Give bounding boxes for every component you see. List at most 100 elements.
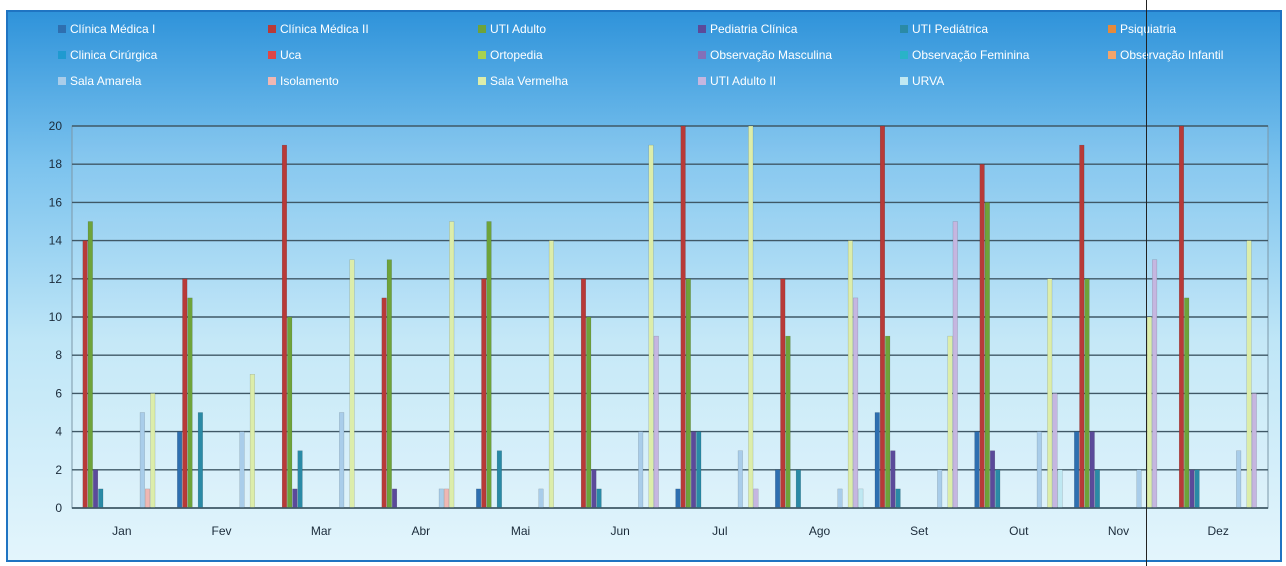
bar-clinica-medica-i-nov	[1074, 431, 1080, 509]
bar-sala-vermelha-nov	[1146, 316, 1152, 509]
x-tick-label: Mai	[511, 524, 530, 538]
bar-sala-amarela-out	[1036, 431, 1042, 509]
bar-pediatria-clinica-jun	[591, 469, 597, 509]
bar-clinica-medica-i-out	[974, 431, 980, 509]
y-tick-label: 8	[55, 348, 62, 362]
bar-uti-pediatrica-mar	[297, 450, 303, 509]
bar-sala-amarela-set	[937, 469, 943, 509]
legend: Clínica Médica I Clínica Médica II UTI Adu…	[58, 22, 1223, 88]
bar-uti-pediatrica-ago	[795, 469, 801, 509]
bar-uti-pediatrica-nov	[1094, 469, 1100, 509]
bar-uti-adulto-out	[984, 202, 990, 509]
bar-uti-adulto-mar	[287, 316, 293, 509]
x-tick-label: Mar	[311, 524, 332, 538]
bar-sala-amarela-nov	[1136, 469, 1142, 509]
y-tick-label: 14	[49, 234, 63, 248]
bar-clinica-medica-ii-mar	[281, 144, 287, 509]
bar-clinica-medica-ii-nov	[1079, 144, 1085, 509]
legend-item-ortopedia: Ortopedia	[478, 48, 543, 62]
legend-swatch	[478, 77, 486, 85]
bar-uti-pediatrica-set	[895, 488, 901, 509]
legend-label: Clínica Médica II	[280, 22, 369, 36]
legend-item-clinica-medica-i: Clínica Médica I	[58, 22, 155, 36]
bar-sala-amarela-dez	[1236, 450, 1242, 509]
legend-label: Sala Vermelha	[490, 74, 568, 88]
legend-item-uti-pediatrica: UTI Pediátrica	[900, 22, 988, 36]
legend-label: UTI Pediátrica	[912, 22, 988, 36]
bar-uti-adulto-dez	[1184, 297, 1190, 509]
y-tick-label: 10	[49, 310, 63, 324]
bar-uti-pediatrica-dez	[1194, 469, 1200, 509]
bar-clinica-medica-ii-abr	[381, 297, 387, 509]
bar-sala-amarela-abr	[438, 488, 444, 509]
legend-swatch	[58, 51, 66, 59]
bar-uti-adulto-abr	[386, 259, 392, 509]
bar-uti-pediatrica-jan	[98, 488, 104, 509]
legend-label: Pediatria Clínica	[710, 22, 798, 36]
legend-label: Observação Masculina	[710, 48, 832, 62]
bar-sala-vermelha-fev	[249, 374, 255, 509]
x-tick-label: Jul	[712, 524, 727, 538]
bar-clinica-medica-ii-ago	[780, 278, 786, 509]
legend-label: Uca	[280, 48, 302, 62]
x-tick-label: Abr	[411, 524, 430, 538]
legend-swatch	[1108, 25, 1116, 33]
bar-pediatria-clinica-mar	[292, 488, 298, 509]
bar-sala-amarela-ago	[837, 488, 843, 509]
bar-pediatria-clinica-dez	[1189, 469, 1195, 509]
bar-uti-adulto-ii-jun	[653, 335, 659, 509]
bar-uti-adulto-ii-dez	[1251, 393, 1257, 509]
bar-uti-adulto-ii-out	[1052, 393, 1058, 509]
legend-label: Sala Amarela	[70, 74, 142, 88]
x-tick-label: Jan	[112, 524, 131, 538]
y-tick-label: 2	[55, 463, 62, 477]
legend-label: Observação Infantil	[1120, 48, 1223, 62]
legend-item-uti-adulto-ii: UTI Adulto II	[698, 74, 776, 88]
legend-swatch	[698, 25, 706, 33]
bar-pediatria-clinica-jul	[691, 431, 697, 509]
y-tick-label: 6	[55, 386, 62, 400]
y-tick-label: 12	[49, 272, 63, 286]
legend-swatch	[268, 25, 276, 33]
legend-item-uca: Uca	[268, 48, 302, 62]
legend-label: Isolamento	[280, 74, 339, 88]
y-axis: 0 2 4 6 8 10 12 14 16 18 20	[49, 119, 63, 515]
legend-swatch	[268, 77, 276, 85]
bar-sala-vermelha-ago	[847, 240, 853, 509]
legend-swatch	[58, 25, 66, 33]
bar-sala-vermelha-jan	[150, 393, 156, 509]
legend-swatch	[900, 77, 908, 85]
y-tick-label: 16	[49, 195, 63, 209]
bar-sala-vermelha-set	[947, 335, 953, 509]
bar-sala-vermelha-mar	[349, 259, 355, 509]
legend-swatch	[1108, 51, 1116, 59]
bar-uti-adulto-mai	[486, 221, 492, 509]
legend-label: Clínica Médica I	[70, 22, 155, 36]
bar-pediatria-clinica-out	[990, 450, 996, 509]
y-tick-label: 18	[49, 157, 63, 171]
x-tick-label: Set	[910, 524, 929, 538]
bar-clinica-medica-ii-mai	[481, 278, 487, 509]
bar-pediatria-clinica-nov	[1089, 431, 1095, 509]
legend-swatch	[268, 51, 276, 59]
bar-clinica-medica-ii-out	[979, 163, 985, 509]
x-tick-label: Ago	[809, 524, 831, 538]
bar-clinica-medica-i-jul	[675, 488, 681, 509]
bar-sala-vermelha-dez	[1246, 240, 1252, 509]
bar-clinica-medica-ii-jul	[680, 125, 686, 509]
bar-sala-amarela-jul	[737, 450, 743, 509]
bar-sala-amarela-fev	[239, 431, 245, 509]
y-tick-label: 4	[55, 425, 62, 439]
bar-uti-adulto-ii-nov	[1152, 259, 1158, 509]
bar-clinica-medica-ii-jan	[82, 240, 88, 509]
bar-isolamento-jan	[145, 488, 151, 509]
bar-pediatria-clinica-set	[890, 450, 896, 509]
bar-clinica-medica-i-set	[874, 412, 880, 509]
bar-uti-pediatrica-mai	[496, 450, 502, 509]
bar-uti-adulto-nov	[1084, 278, 1090, 509]
bar-pediatria-clinica-jan	[93, 469, 99, 509]
legend-item-clinica-cirurgica: Clinica Cirúrgica	[58, 48, 158, 62]
legend-label: UTI Adulto	[490, 22, 546, 36]
legend-swatch	[58, 77, 66, 85]
bar-sala-vermelha-jul	[748, 125, 754, 509]
